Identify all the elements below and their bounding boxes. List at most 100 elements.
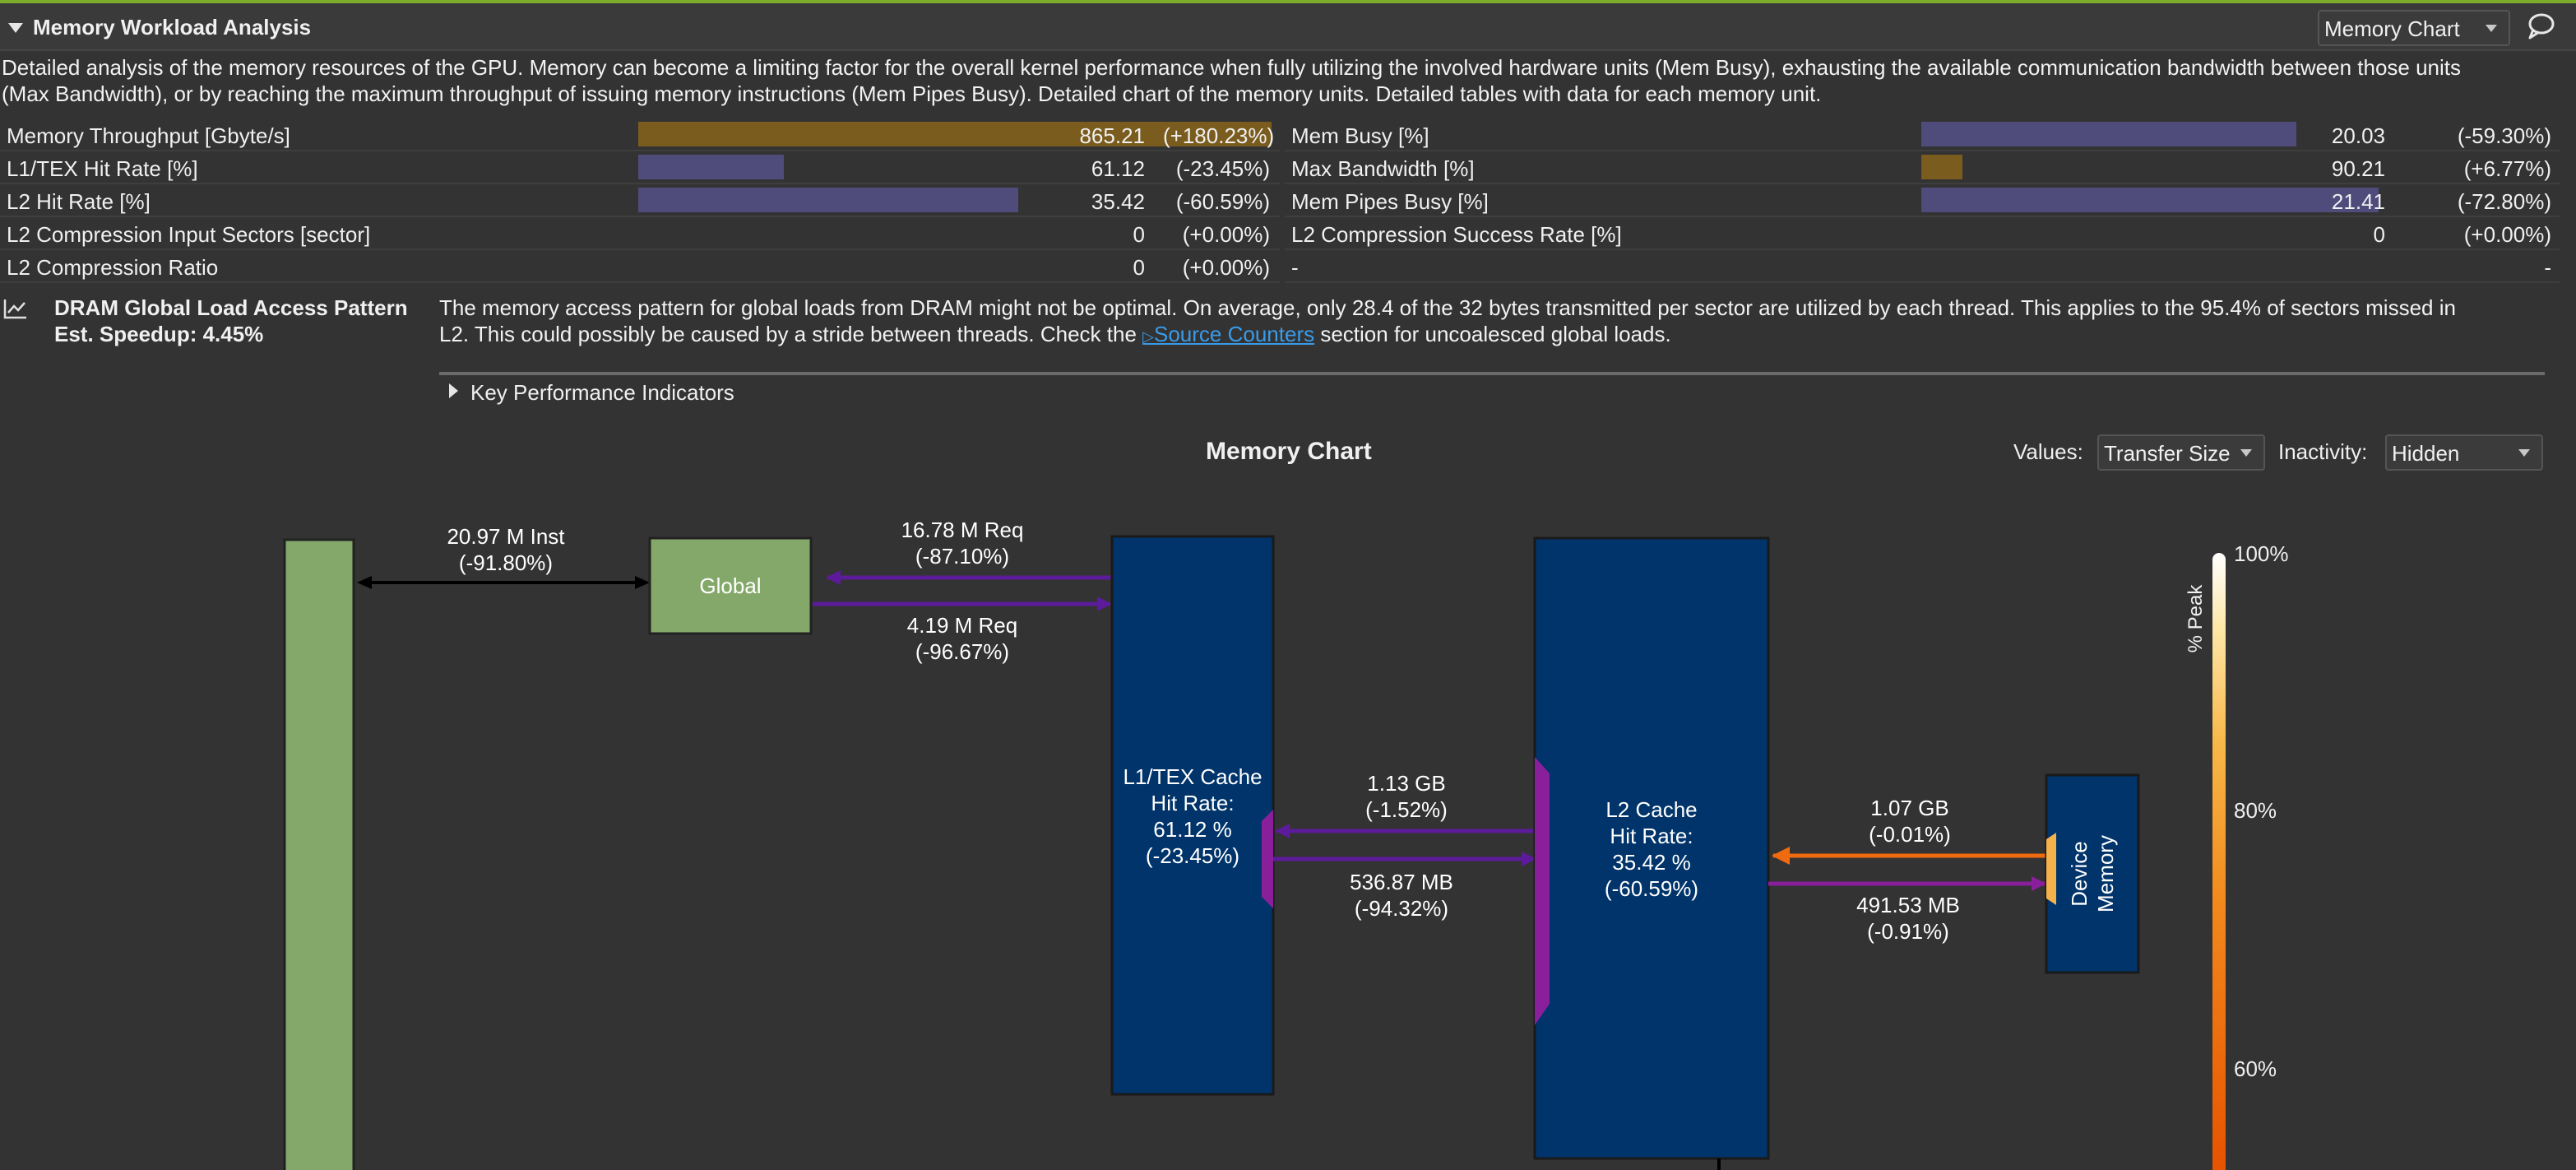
metric-delta: (-60.59%) [1175,189,1270,214]
row-divider [0,248,1280,250]
row-divider [1285,281,2560,283]
metric-delta: (+0.00%) [1182,255,1270,280]
l1-l2-bottom-label: 536.87 MB (-94.32%) [1311,869,1492,922]
rule-text-line-2: L2. This could possibly be caused by a s… [439,321,1671,350]
rule-text-post: section for uncoalesced global loads. [1320,322,1671,346]
collapse-triangle-icon[interactable] [8,23,23,33]
peak-scale-bar [2212,553,2226,1170]
global-block[interactable] [648,536,813,635]
kernel-global-label: 20.97 M Inst (-91.80%) [411,523,600,576]
label-line: 1.13 GB [1367,771,1446,796]
l2-cache-block[interactable] [1533,536,1770,1160]
label-line: (-91.80%) [458,550,554,575]
chevron-down-icon [2486,25,2497,32]
global-l1-req-label: 16.78 M Req (-87.10%) [872,517,1053,569]
metric-delta: (+180.23%) [1163,123,1275,148]
global-l1-req2-label: 4.19 M Req (-96.67%) [872,612,1053,665]
rule-row: DRAM Global Load Access Pattern Est. Spe… [0,295,2576,352]
metric-row: L1/TEX Hit Rate [%] 61.12 (-23.45%) [0,151,1280,184]
metric-value: 20.03 [2331,123,2385,148]
label-line: 1.07 GB [1870,796,1949,820]
label-line: (-94.32%) [1354,896,1449,921]
row-divider [0,183,1280,184]
label-line: 16.78 M Req [901,518,1024,542]
comment-button[interactable] [2525,12,2558,41]
metric-value: 0 [1133,255,1145,280]
metric-delta: (+6.77%) [2463,156,2551,181]
source-counters-link[interactable]: ▷Source Counters [1142,322,1314,346]
label-line: Memory [2093,835,2118,912]
metric-delta: (+0.00%) [1182,222,1270,247]
device-port [2046,833,2056,905]
description-line: Detailed analysis of the memory resource… [2,55,2462,80]
label-line: (-60.59%) [1604,876,1699,901]
metric-delta: (-59.30%) [2457,123,2551,148]
metric-bar [638,155,784,179]
metric-label: - [1291,255,1299,280]
view-dropdown[interactable]: Memory Chart [2318,10,2510,46]
inactivity-dropdown[interactable]: Hidden [2385,434,2543,471]
metric-bar [638,188,1018,212]
kernel-global-arrowhead [357,576,372,589]
metric-label: Mem Busy [%] [1291,123,1429,148]
description-line: (Max Bandwidth), or by reaching the maxi… [2,81,1822,106]
metric-label: L1/TEX Hit Rate [%] [7,156,198,181]
chevron-down-icon [2518,449,2530,457]
metric-label: Memory Throughput [Gbyte/s] [7,123,290,148]
metric-row: L2 Compression Ratio 0 (+0.00%) [0,250,1280,283]
inactivity-label: Inactivity: [2278,439,2368,464]
row-divider [1285,216,2560,217]
metric-bar [1921,188,2379,212]
rule-speedup: Est. Speedup: 4.45% [54,322,264,346]
kernel-block[interactable] [283,538,355,1170]
metric-label: Max Bandwidth [%] [1291,156,1475,181]
kernel-global-arrowhead [635,576,650,589]
rule-text-line-1: The memory access pattern for global loa… [439,295,2456,320]
label-line: 491.53 MB [1856,893,1960,917]
metric-label: L2 Compression Ratio [7,255,219,280]
metric-label: Mem Pipes Busy [%] [1291,189,1489,214]
label-line: L1/TEX Cache [1123,764,1263,789]
label-line: 536.87 MB [1350,870,1453,894]
label-line: 20.97 M Inst [447,524,565,549]
device-memory-label: Device Memory [2066,775,2119,973]
values-dropdown-value: Transfer Size [2104,441,2231,466]
kpi-label: Key Performance Indicators [470,380,734,405]
label-line: (-23.45%) [1145,843,1240,868]
label-line: L2 Cache [1605,797,1698,822]
row-divider [1285,183,2560,184]
row-divider [0,281,1280,283]
metric-bar [1921,122,2296,146]
metric-bar [638,122,1272,146]
section-title: Memory Workload Analysis [33,15,312,39]
metric-row: Max Bandwidth [%] 90.21 (+6.77%) [1285,151,2560,184]
rule-text-pre: L2. This could possibly be caused by a s… [439,322,1137,346]
values-dropdown[interactable]: Transfer Size [2097,434,2265,471]
metric-value: 90.21 [2331,156,2385,181]
metric-delta: (+0.00%) [2463,222,2551,247]
metric-label: L2 Compression Success Rate [%] [1291,222,1622,247]
section-description: Detailed analysis of the memory resource… [2,54,2560,107]
label-line: Hit Rate: [1610,824,1693,848]
row-divider [1285,150,2560,151]
metric-row: L2 Compression Success Rate [%] 0 (+0.00%) [1285,217,2560,250]
metric-row: Memory Throughput [Gbyte/s] 865.21 (+180.2… [0,118,1280,151]
section-accent-line [0,0,2576,3]
l1tex-cache-block[interactable] [1110,535,1275,1096]
peak-tick-100: 100% [2234,541,2289,566]
row-divider [1285,248,2560,250]
device-memory-block[interactable] [2045,773,2140,974]
metric-value: 21.41 [2331,189,2385,214]
label-line: (-96.67%) [915,639,1010,664]
chart-title: Memory Chart [1206,438,1372,465]
metric-row: -- [1285,250,2560,283]
kpi-divider [439,372,2545,375]
global-label: Global [699,573,762,598]
values-label: Values: [2013,439,2083,464]
kpi-toggle[interactable]: Key Performance Indicators [439,377,2545,410]
metric-value: 35.42 [1091,189,1145,214]
section-header[interactable]: Memory Workload Analysis Memory Chart [0,3,2576,51]
link-triangle-icon: ▷ [1142,328,1154,345]
expand-triangle-icon[interactable] [449,383,458,398]
metric-value: 0 [2373,222,2385,247]
